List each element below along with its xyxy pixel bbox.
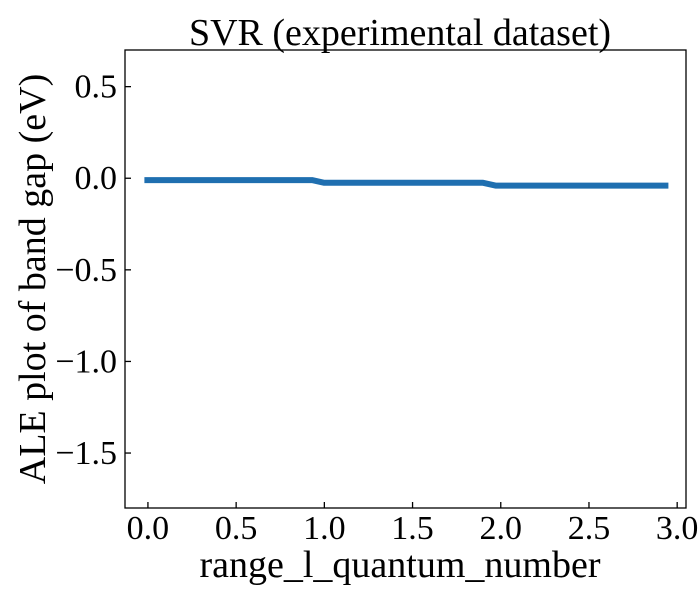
y-tick-label: 0.0 — [75, 160, 118, 197]
x-axis-ticks: 0.0 0.5 1.0 1.5 2.0 2.5 3.0 — [127, 502, 699, 547]
y-tick-label: −0.5 — [55, 252, 117, 289]
x-tick-label: 2.5 — [568, 510, 611, 547]
x-axis-label: range_l_quantum_number — [199, 544, 600, 586]
y-tick-label: −1.0 — [55, 343, 117, 380]
y-tick-label: −1.5 — [55, 435, 117, 472]
y-tick-label: 0.5 — [75, 69, 118, 106]
x-tick-label: 1.0 — [303, 510, 346, 547]
x-tick-label: 1.5 — [391, 510, 434, 547]
x-tick-label: 0.5 — [215, 510, 258, 547]
x-tick-label: 3.0 — [656, 510, 699, 547]
plot-area-frame — [124, 49, 687, 509]
x-tick-label: 2.0 — [480, 510, 523, 547]
y-axis-label: ALE plot of band gap (eV) — [12, 74, 54, 485]
chart-title: SVR (experimental dataset) — [189, 12, 611, 54]
x-tick-label: 0.0 — [127, 510, 170, 547]
y-axis-ticks: 0.5 0.0 −0.5 −1.0 −1.5 — [55, 69, 131, 472]
ale-series-line — [144, 177, 669, 189]
